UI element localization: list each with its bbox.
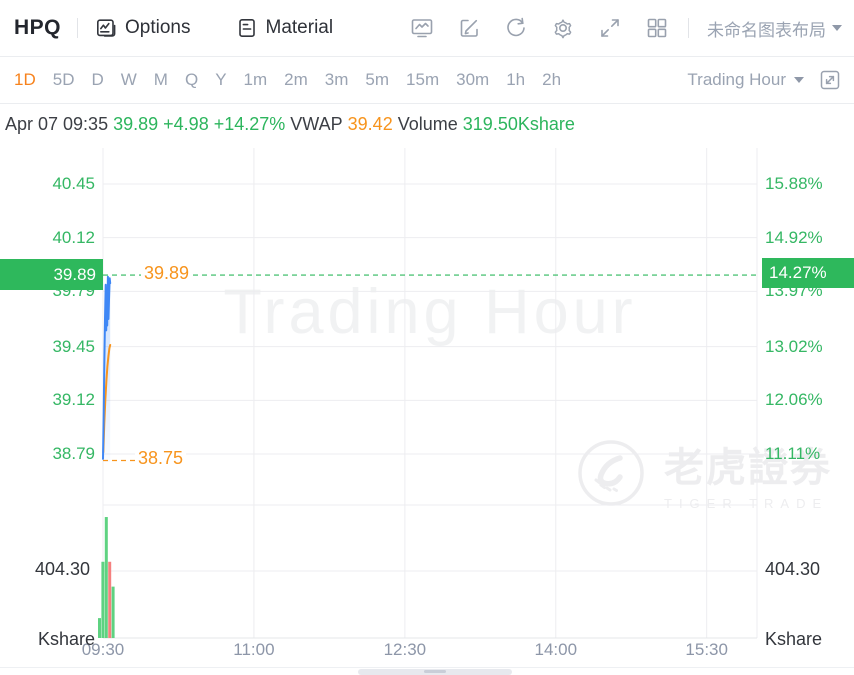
refresh-icon[interactable] bbox=[503, 15, 529, 41]
vwap-value: 39.42 bbox=[347, 113, 393, 134]
time-axis-label: 12:30 bbox=[383, 640, 427, 659]
price-axis-label: 40.45 bbox=[52, 174, 95, 193]
timeframe-tab-15m[interactable]: 15m bbox=[406, 70, 440, 89]
volume-label: Volume bbox=[397, 113, 458, 134]
session-dropdown[interactable]: Trading Hour bbox=[687, 68, 842, 92]
options-label: Options bbox=[125, 17, 191, 38]
volume-bar bbox=[108, 561, 112, 638]
layout-name-label: 未命名图表布局 bbox=[707, 20, 826, 40]
volume-value: 319.50Kshare bbox=[462, 113, 575, 134]
price-axis-label: 40.12 bbox=[52, 227, 95, 247]
percent-axis-label: 11.11% bbox=[765, 444, 821, 463]
percent-axis-label: 12.06% bbox=[765, 390, 823, 410]
quote-change: +4.98 bbox=[163, 113, 209, 134]
volume-bar bbox=[101, 561, 105, 638]
price-axis-label: 39.12 bbox=[52, 390, 95, 410]
symbol-title: HPQ bbox=[14, 16, 62, 39]
timeframe-bar: 1D 5D D W M Q Y 1m 2m 3m 5m 15m 30m 1h 2h Trading Hour bbox=[0, 57, 854, 104]
current-percent-badge: 14.27% bbox=[762, 258, 854, 288]
vwap-label: VWAP bbox=[290, 113, 343, 134]
price-axis-label: 39.45 bbox=[52, 336, 95, 356]
quote-datetime: Apr 07 09:35 bbox=[5, 113, 109, 134]
chart-screenshot-icon[interactable] bbox=[409, 15, 435, 41]
chevron-down-icon bbox=[794, 77, 804, 83]
tiger-logo-icon bbox=[572, 434, 650, 512]
percent-axis-label: 13.02% bbox=[765, 336, 823, 356]
layout-grid-icon[interactable] bbox=[644, 15, 670, 41]
timeframe-tab-5d[interactable]: 5D bbox=[52, 70, 75, 89]
volume-bar bbox=[98, 618, 101, 638]
timeframe-tab-1h[interactable]: 1h bbox=[506, 70, 526, 89]
material-label: Material bbox=[265, 17, 334, 38]
volume-axis-label-left: 404.30 bbox=[34, 559, 90, 579]
broker-watermark-en: TIGER TRADE bbox=[664, 496, 829, 511]
timeframe-tabs: 1D 5D D W M Q Y 1m 2m 3m 5m 15m 30m 1h 2h bbox=[14, 70, 561, 90]
broker-watermark-cn: 老虎證券 bbox=[664, 446, 832, 490]
timeframe-tab-3m[interactable]: 3m bbox=[324, 70, 349, 89]
time-axis-label: 15:30 bbox=[685, 640, 728, 659]
chart-toolbar bbox=[409, 15, 670, 41]
material-icon bbox=[235, 16, 259, 40]
draw-edit-icon[interactable] bbox=[456, 15, 482, 41]
price-volume-plot[interactable] bbox=[0, 144, 854, 674]
time-axis-label: 09:30 bbox=[81, 640, 125, 659]
volume-unit-right: Kshare bbox=[765, 629, 823, 649]
options-nav-item[interactable]: Options bbox=[94, 16, 191, 40]
chevron-down-icon bbox=[832, 25, 842, 31]
settings-gear-icon[interactable] bbox=[550, 15, 576, 41]
current-price-line-label: 39.89 bbox=[141, 263, 193, 284]
prev-close-line-label: 38.75 bbox=[135, 448, 187, 469]
percent-axis-label: 14.92% bbox=[765, 227, 823, 247]
divider bbox=[688, 18, 689, 38]
material-nav-item[interactable]: Material bbox=[235, 16, 334, 40]
quote-info-bar: Apr 07 09:35 39.89 +4.98 +14.27% VWAP 39… bbox=[0, 104, 854, 144]
time-axis-label: 11:00 bbox=[233, 640, 275, 659]
expand-chart-icon[interactable] bbox=[818, 68, 842, 92]
timeframe-tab-1d[interactable]: 1D bbox=[14, 70, 36, 89]
percent-axis-label: 15.88% bbox=[765, 174, 823, 193]
session-label: Trading Hour bbox=[687, 70, 786, 89]
timeframe-tab-1m[interactable]: 1m bbox=[243, 70, 268, 89]
time-axis-label: 14:00 bbox=[534, 640, 578, 659]
horizontal-scrollbar bbox=[0, 667, 854, 675]
timeframe-tab-30m[interactable]: 30m bbox=[456, 70, 490, 89]
timeframe-tab-2h[interactable]: 2h bbox=[542, 70, 562, 89]
scrollbar-thumb[interactable] bbox=[358, 669, 512, 675]
timeframe-tab-q[interactable]: Q bbox=[184, 70, 199, 89]
timeframe-tab-d[interactable]: D bbox=[91, 70, 104, 89]
volume-bar bbox=[111, 586, 115, 638]
volume-unit-left: Kshare bbox=[37, 629, 95, 649]
layout-name-dropdown[interactable]: 未命名图表布局 bbox=[707, 16, 842, 41]
timeframe-tab-5m[interactable]: 5m bbox=[365, 70, 390, 89]
quote-change-pct: +14.27% bbox=[213, 113, 286, 134]
broker-watermark: 老虎證券 TIGER TRADE bbox=[572, 434, 832, 512]
timeframe-tab-y[interactable]: Y bbox=[215, 70, 227, 89]
timeframe-tab-m[interactable]: M bbox=[153, 70, 168, 89]
session-watermark: Trading Hour bbox=[223, 277, 637, 347]
volume-axis-label-right: 404.30 bbox=[765, 559, 821, 579]
price-axis-label: 38.79 bbox=[52, 444, 95, 463]
scrollbar-grip[interactable] bbox=[424, 670, 446, 673]
timeframe-tab-2m[interactable]: 2m bbox=[284, 70, 308, 89]
current-price-badge: 39.89 bbox=[0, 259, 103, 290]
header-bar: HPQ Options Material bbox=[0, 0, 854, 57]
timeframe-tab-w[interactable]: W bbox=[120, 70, 137, 89]
quote-price: 39.89 bbox=[113, 113, 159, 134]
chart-area[interactable]: Trading Hour 老虎證券 TIGER TRADE 40.45 40.12… bbox=[0, 144, 854, 675]
fullscreen-icon[interactable] bbox=[597, 15, 623, 41]
options-icon bbox=[94, 16, 118, 40]
volume-bar bbox=[104, 517, 108, 638]
divider bbox=[77, 18, 79, 38]
price-line bbox=[102, 275, 112, 460]
